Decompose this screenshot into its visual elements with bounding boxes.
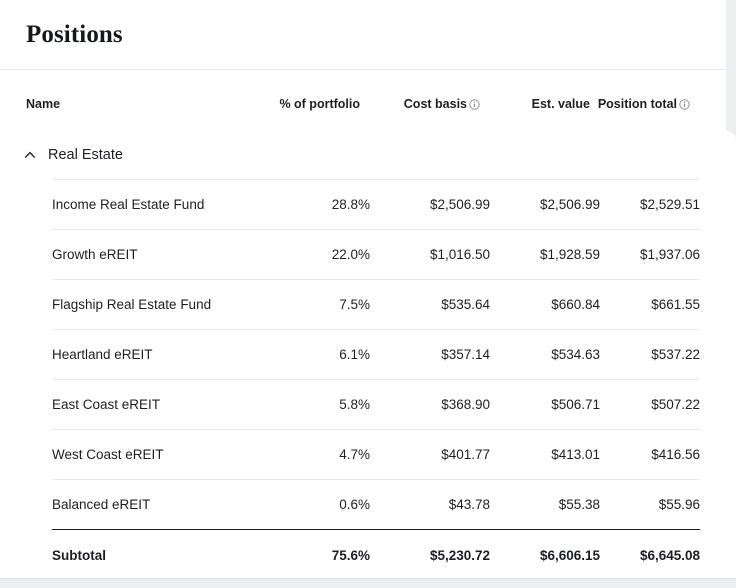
cell-pct: 6.1% (339, 346, 370, 362)
page-title: Positions (26, 21, 123, 48)
cell-name: Balanced eREIT (52, 496, 151, 512)
cell-pct: 22.0% (331, 246, 370, 262)
cell-est: $660.84 (551, 296, 600, 312)
table-row[interactable]: West Coast eREIT 4.7% $401.77 $413.01 $4… (52, 429, 700, 479)
cell-pct: 0.6% (339, 496, 370, 512)
chevron-up-icon[interactable] (22, 147, 38, 163)
table-row[interactable]: Heartland eREIT 6.1% $357.14 $534.63 $53… (52, 329, 700, 379)
subtotal-row: Subtotal 75.6% $5,230.72 $6,606.15 $6,64… (52, 529, 700, 578)
cell-est: $506.71 (551, 396, 600, 412)
cell-total: $55.96 (658, 496, 700, 512)
cell-est: $2,506.99 (539, 196, 600, 212)
page-bottom-edge (0, 578, 736, 579)
cell-name: West Coast eREIT (52, 446, 164, 462)
column-header-est-value-label: Est. value (531, 97, 590, 111)
cell-cost: $43.78 (448, 496, 490, 512)
cell-name: Flagship Real Estate Fund (52, 296, 212, 312)
column-header-cost-basis-label: Cost basis (403, 97, 467, 111)
group-label-real-estate: Real Estate (48, 147, 123, 163)
column-header-name: Name (26, 97, 60, 111)
cell-est: $534.63 (551, 346, 600, 362)
column-header-pct-label: % of portfolio (279, 97, 360, 111)
cell-pct: 7.5% (339, 296, 370, 312)
subtotal-total: $6,645.08 (639, 548, 700, 563)
column-header-name-label: Name (26, 97, 61, 111)
positions-table-card: Real Estate Income Real Estate Fund 28.8… (0, 131, 736, 578)
cell-cost: $1,016.50 (429, 246, 490, 262)
info-icon-position-total[interactable] (679, 99, 690, 110)
table-column-headers: Name % of portfolio Cost basis Est. valu… (0, 70, 726, 130)
column-header-est-value: Est. value (532, 97, 590, 111)
table-row[interactable]: Growth eREIT 22.0% $1,016.50 $1,928.59 $… (52, 229, 700, 279)
group-row-real-estate[interactable]: Real Estate (0, 131, 736, 179)
cell-total: $2,529.51 (639, 196, 700, 212)
column-header-position-total: Position total (598, 97, 690, 111)
table-row[interactable]: East Coast eREIT 5.8% $368.90 $506.71 $5… (52, 379, 700, 429)
page-gutter (726, 0, 736, 131)
positions-panel-header: Positions Name % of portfolio Cost basis… (0, 0, 726, 131)
title-zone: Positions (0, 0, 726, 70)
cell-est: $1,928.59 (539, 246, 600, 262)
table-row[interactable]: Income Real Estate Fund 28.8% $2,506.99 … (52, 179, 700, 229)
table-row[interactable]: Balanced eREIT 0.6% $43.78 $55.38 $55.96 (52, 479, 700, 529)
subtotal-label: Subtotal (52, 548, 106, 563)
column-header-position-total-label: Position total (597, 97, 677, 111)
cell-name: Income Real Estate Fund (52, 196, 205, 212)
cell-name: Growth eREIT (52, 246, 138, 262)
cell-cost: $401.77 (441, 446, 490, 462)
cell-total: $537.22 (651, 346, 700, 362)
subtotal-est: $6,606.15 (539, 548, 600, 563)
cell-pct: 28.8% (331, 196, 370, 212)
cell-total: $1,937.06 (639, 246, 700, 262)
cell-pct: 5.8% (339, 396, 370, 412)
cell-total: $416.56 (651, 446, 700, 462)
cell-total: $507.22 (651, 396, 700, 412)
column-header-pct-of-portfolio: % of portfolio (279, 97, 360, 111)
cell-est: $55.38 (558, 496, 600, 512)
column-header-cost-basis: Cost basis (404, 97, 480, 111)
info-icon-cost-basis[interactable] (469, 99, 480, 110)
cell-name: East Coast eREIT (52, 396, 161, 412)
cell-cost: $368.90 (441, 396, 490, 412)
positions-rows: Income Real Estate Fund 28.8% $2,506.99 … (0, 179, 736, 578)
cell-cost: $535.64 (441, 296, 490, 312)
cell-name: Heartland eREIT (52, 346, 153, 362)
cell-cost: $2,506.99 (429, 196, 490, 212)
subtotal-pct: 75.6% (331, 548, 370, 563)
cell-total: $661.55 (651, 296, 700, 312)
subtotal-cost: $5,230.72 (429, 548, 490, 563)
cell-est: $413.01 (551, 446, 600, 462)
cell-cost: $357.14 (441, 346, 490, 362)
cell-pct: 4.7% (339, 446, 370, 462)
table-row[interactable]: Flagship Real Estate Fund 7.5% $535.64 $… (52, 279, 700, 329)
page-bottom-strip (0, 578, 736, 588)
